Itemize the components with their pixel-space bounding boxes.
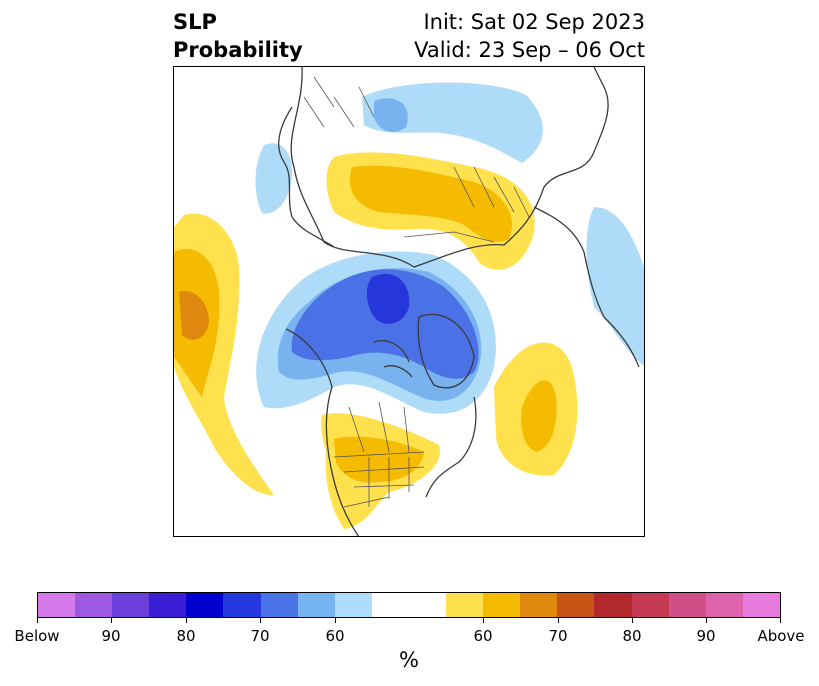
colorbar-tick [111,618,112,623]
above-70-region-asia [349,165,513,242]
above-70-region-atlantic [521,380,557,452]
border-us-states [343,457,425,507]
colorbar-segment [483,593,521,617]
coast-arctic-islands [373,340,413,378]
colorbar-label-below-80: 80 [176,627,196,645]
colorbar-segment [334,593,372,617]
colorbar-tick [186,618,187,623]
above-shading [174,152,578,529]
coast-greenland [417,313,475,389]
colorbar-tick [37,618,38,623]
colorbar-segment [705,593,743,617]
below-80-region-arctic [291,269,479,379]
forecast-dates: Init: Sat 02 Sep 2023 Valid: 23 Sep – 06… [414,8,645,64]
colorbar-segment [371,593,409,617]
colorbar-label-above: Above [757,627,805,645]
colorbar-tick [780,618,781,623]
title-line-slp: SLP [173,10,217,34]
coast-north-america [285,328,477,536]
below-70-region-russia [374,98,408,132]
colorbar-label-below-90: 90 [101,627,121,645]
colorbar-segment [186,593,224,617]
title-line-probability: Probability [173,38,303,62]
colorbar-segment [112,593,150,617]
below-60-region-siberia-east [586,207,644,366]
probability-map [173,66,645,537]
colorbar-segment [594,593,632,617]
colorbar-segment [742,593,780,617]
political-borders [303,76,530,508]
colorbar-segment [520,593,558,617]
colorbar-label-above-70: 70 [548,627,568,645]
border-russia-china [403,231,495,243]
colorbar-segment [668,593,706,617]
colorbar-label-above-60: 60 [473,627,493,645]
valid-range: Valid: 23 Sep – 06 Oct [414,38,645,62]
colorbar-segment [38,593,76,617]
colorbar-tick [632,618,633,623]
colorbar-segment [557,593,595,617]
colorbar-label-below: Below [14,627,60,645]
border-canada-provinces [348,401,410,453]
below-90-region-arctic [366,273,410,324]
below-shading [255,82,644,414]
colorbar-segment [149,593,187,617]
colorbar-segment [260,593,298,617]
border-europe [303,76,375,128]
colorbar-segment [75,593,113,617]
colorbar-label-above-90: 90 [696,627,716,645]
init-date: Init: Sat 02 Sep 2023 [423,10,645,34]
map-svg [174,67,644,536]
below-60-region-russia [362,82,543,163]
colorbar [37,592,781,618]
colorbar-unit-label: % [399,648,419,672]
border-us-canada [333,451,425,458]
colorbar-tick [706,618,707,623]
coast-europe [278,106,335,248]
above-80-region-pacific [179,291,209,340]
colorbar-label-below-70: 70 [250,627,270,645]
colorbar-segment [446,593,484,617]
border-asia [453,166,530,218]
coast-east-asia [533,206,640,368]
colorbar-segment [223,593,261,617]
coastlines [278,67,640,536]
below-60-region-europe [255,143,293,214]
colorbar-label-above-80: 80 [622,627,642,645]
colorbar-tick [260,618,261,623]
chart-title: SLP Probability [173,8,303,64]
coast-eurasia [290,67,609,268]
colorbar-segment [408,593,447,617]
colorbar-label-below-60: 60 [325,627,345,645]
colorbar-segment [297,593,335,617]
colorbar-tick [558,618,559,623]
border-us-mexico [343,496,390,508]
colorbar-tick [483,618,484,623]
colorbar-tick [335,618,336,623]
colorbar-segment [631,593,669,617]
